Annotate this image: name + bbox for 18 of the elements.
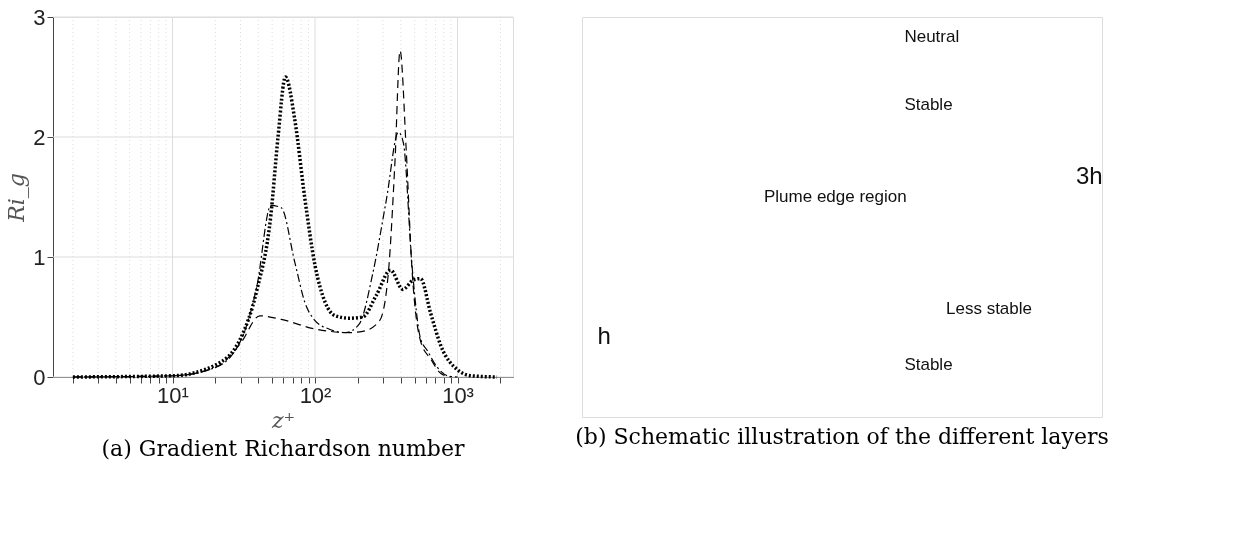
- y-tick-label: 2: [33, 124, 46, 150]
- text: (b) Schematic illustration of the different layers: [575, 424, 1109, 449]
- y-tick-label: 3: [33, 4, 46, 30]
- x-tick-label: 10¹: [157, 382, 189, 408]
- text: Stable: [904, 355, 953, 374]
- text: Stable: [904, 95, 953, 114]
- y-tick-label: 1: [33, 244, 46, 270]
- x-tick-label: 10²: [299, 382, 332, 408]
- text: 3h: [1076, 162, 1103, 189]
- x-axis-title: z⁺: [270, 407, 296, 433]
- text: Neutral: [904, 27, 960, 46]
- text: Plume edge region: [764, 187, 907, 206]
- y-tick-label: 0: [33, 364, 46, 390]
- text: Less stable: [946, 299, 1032, 318]
- text: h: [597, 322, 611, 349]
- x-tick-label: 10³: [442, 382, 474, 408]
- y-axis-title: Ri_g: [4, 173, 30, 223]
- text: (a) Gradient Richardson number: [101, 436, 465, 461]
